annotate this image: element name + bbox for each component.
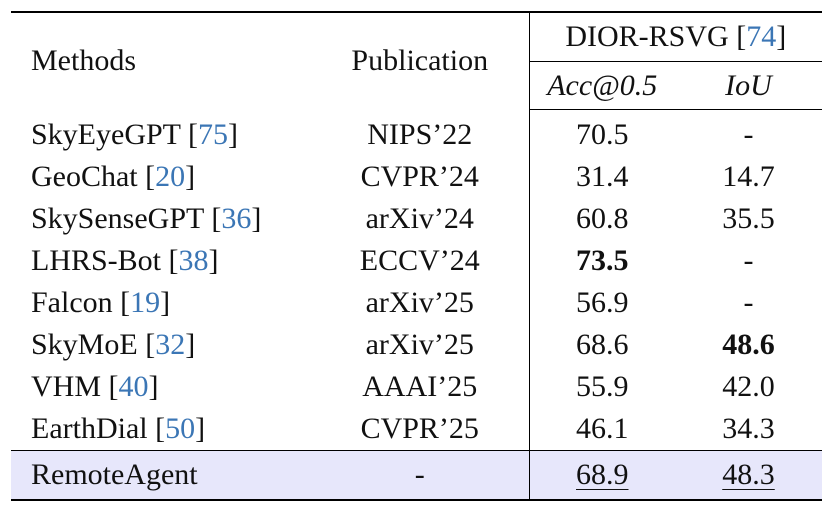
method-cell: SkyEyeGPT [75] [31,117,238,151]
acc-cell: 55.9 [528,366,675,408]
method-cell: Falcon [19] [31,286,171,319]
table-row: LHRS-Bot [38] ECCV’24 73.5 - [11,240,822,282]
citation-link[interactable]: 19 [130,286,161,319]
method-name: LHRS-Bot [31,244,162,277]
ours-row: RemoteAgent - 68.9 48.3 [11,450,823,501]
ours-acc-cell: 68.9 [528,450,675,501]
publication-cell: CVPR’24 [360,160,479,193]
publication-cell: ECCV’24 [359,244,480,277]
dataset-reference-link[interactable]: 74 [746,20,777,53]
acc-cell: 70.5 [528,109,675,156]
table-row: SkyEyeGPT [75] NIPS’22 70.5 - [11,109,822,156]
table-row: VHM [40] AAAI’25 55.9 42.0 [11,366,822,408]
publication-cell: arXiv’24 [365,202,474,235]
method-name: SkySenseGPT [31,202,204,235]
iou-cell: - [743,244,754,277]
publication-header: Publication [311,11,529,110]
publication-cell: NIPS’22 [367,117,473,151]
method-cell: LHRS-Bot [38] [31,244,219,277]
header-row-top: Methods Publication DIOR-RSVG [74] [11,11,823,110]
header-row-metrics: Acc@0.5 IoU [11,61,823,110]
iou-cell: 14.7 [722,160,775,193]
iou-cell: 34.3 [722,412,775,445]
table-row: GeoChat [20] CVPR’24 31.4 14.7 [11,156,822,198]
publication-cell: arXiv’25 [365,286,474,319]
publication-cell: CVPR’25 [360,412,479,445]
table-row: SkySenseGPT [36] arXiv’24 60.8 35.5 [11,198,822,240]
citation-link[interactable]: 75 [197,117,228,151]
iou-metric-header: IoU [675,61,823,110]
acc-cell: 46.1 [528,408,675,451]
acc-cell-best: 73.5 [528,240,675,282]
citation-link[interactable]: 38 [178,244,209,277]
table-row: Falcon [19] arXiv’25 56.9 - [11,282,822,324]
dataset-name: DIOR-RSVG [565,20,729,53]
acc-cell: 31.4 [528,156,675,198]
ours-iou-cell: 48.3 [675,450,823,501]
citation-link[interactable]: 36 [221,202,252,235]
dataset-ref-open: [ [736,20,747,53]
dataset-ref-close: ] [776,20,787,53]
method-name: Falcon [31,286,113,319]
results-table: Methods Publication DIOR-RSVG [74] Acc@0… [11,11,823,501]
method-cell: GeoChat [20] [31,160,196,193]
ours-acc-value: 68.9 [576,458,629,491]
method-name: GeoChat [31,160,138,193]
results-table-container: Methods Publication DIOR-RSVG [74] Acc@0… [11,11,823,501]
citation-link[interactable]: 40 [118,370,149,403]
publication-cell: AAAI’25 [362,370,478,403]
iou-cell: - [743,286,754,319]
acc-metric-header: Acc@0.5 [528,61,675,110]
method-name: EarthDial [31,412,148,445]
iou-cell: 35.5 [722,202,775,235]
dataset-header: DIOR-RSVG [74] [528,11,823,62]
method-cell: SkyMoE [32] [31,328,196,361]
acc-cell: 56.9 [528,282,675,324]
acc-cell: 68.6 [528,324,675,366]
ours-publication-cell: - [311,450,529,501]
method-name: SkyMoE [31,328,138,361]
method-cell: SkySenseGPT [36] [31,202,262,235]
iou-cell: 42.0 [722,370,775,403]
publication-cell: arXiv’25 [365,328,474,361]
citation-link[interactable]: 50 [165,412,196,445]
acc-cell: 60.8 [528,198,675,240]
table-row: EarthDial [50] CVPR’25 46.1 34.3 [11,408,822,451]
iou-cell: - [743,118,754,151]
citation-link[interactable]: 32 [155,328,186,361]
method-name: VHM [31,370,102,403]
method-cell: VHM [40] [31,370,159,403]
iou-cell-best: 48.6 [722,328,775,361]
methods-header: Methods [11,11,311,110]
ours-iou-value: 48.3 [722,458,775,491]
table-row: SkyMoE [32] arXiv’25 68.6 48.6 [11,324,822,366]
method-name: SkyEyeGPT [31,117,181,151]
ours-method-cell: RemoteAgent [11,450,311,501]
method-cell: EarthDial [50] [31,412,206,445]
citation-link[interactable]: 20 [155,160,186,193]
